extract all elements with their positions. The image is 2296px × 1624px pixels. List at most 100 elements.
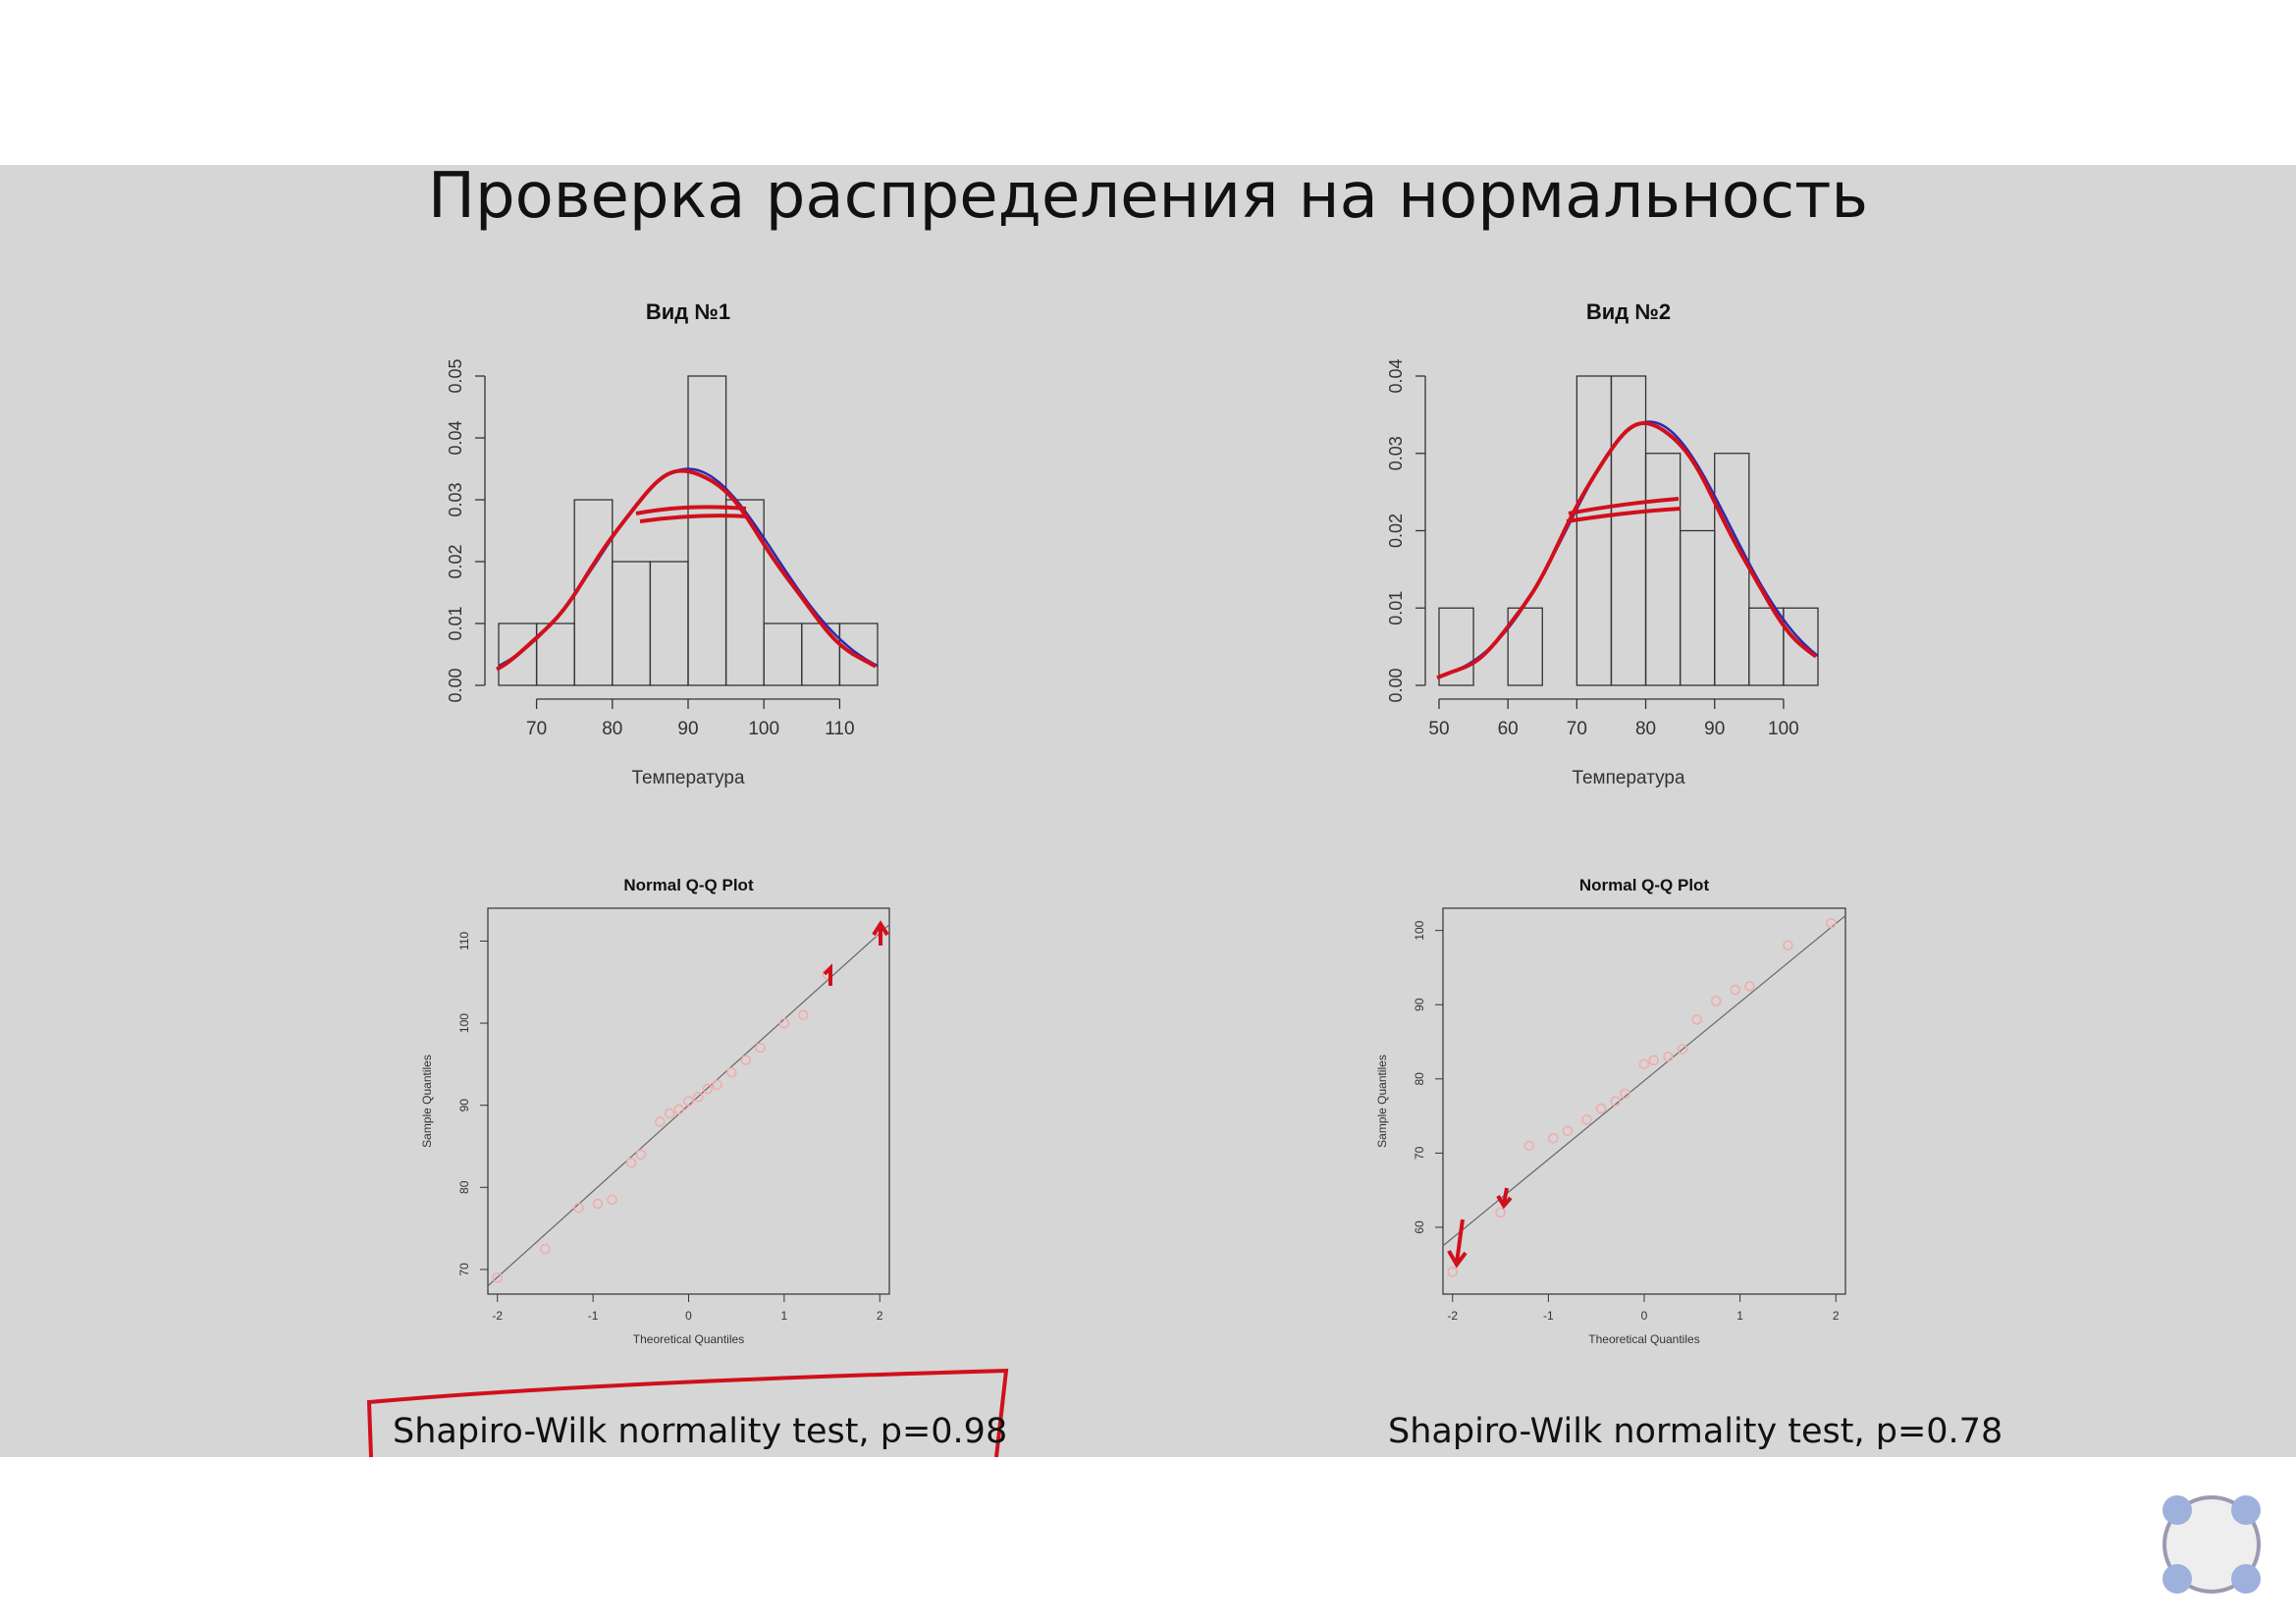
x-tick-label: 2: [877, 1309, 883, 1323]
x-tick-label: 90: [677, 719, 698, 739]
histogram-bar: [1714, 453, 1750, 686]
qq-point: [740, 1055, 752, 1065]
y-tick-label: 0.03: [446, 482, 465, 516]
x-tick-label: 50: [1428, 719, 1449, 739]
annotation-arrow-up-1: [872, 920, 889, 946]
x-tick-label: 100: [748, 719, 779, 739]
qq-point: [635, 1149, 647, 1161]
histogram-bar: [687, 375, 727, 686]
x-tick-label: 80: [602, 719, 622, 739]
y-tick-label: 0.02: [1386, 514, 1406, 548]
histogram-bar: [724, 499, 765, 686]
x-axis-label: Theoretical Quantiles: [1588, 1332, 1699, 1346]
y-tick-label: 60: [1413, 1220, 1426, 1234]
plot-frame: [1442, 907, 1846, 1295]
qq-reference-line: [1442, 915, 1846, 1247]
plot-frame: [487, 907, 890, 1295]
annotation-arrow-down-1: [1447, 1218, 1468, 1269]
qq-point: [1620, 1088, 1630, 1100]
y-tick-label: 0.02: [446, 544, 465, 578]
annotation-underline-1a: [635, 505, 747, 515]
x-tick-label: 1: [781, 1309, 788, 1323]
qq-point: [1710, 996, 1722, 1006]
x-tick-label: 110: [825, 719, 854, 739]
histogram-chart-1: Вид №1 70 80 90 100 110 Температура 0.00 0.01 0.0…: [446, 299, 879, 788]
histogram-bar: [1679, 529, 1716, 686]
x-tick-label: -1: [1543, 1309, 1554, 1323]
qq-point: [673, 1104, 685, 1115]
chart-title: Normal Q-Q Plot: [623, 876, 754, 894]
y-axis-label: Sample Quantiles: [1375, 1055, 1389, 1148]
qq-plot-chart-2: Normal Q-Q Plot -2 -1 0 1 2 Theoretical Quanti…: [1375, 876, 1846, 1346]
qq-point: [607, 1194, 617, 1206]
x-tick-label: -2: [1447, 1309, 1458, 1323]
qq-point: [1648, 1055, 1660, 1066]
x-tick-label: 0: [685, 1309, 692, 1323]
chart-title: Вид №1: [646, 299, 730, 324]
qq-point: [778, 1017, 790, 1029]
qq-point: [726, 1066, 737, 1078]
qq-point: [1447, 1267, 1459, 1277]
qq-point: [1595, 1103, 1607, 1114]
y-tick-label: 0.01: [446, 606, 465, 640]
qq-point: [1826, 917, 1837, 929]
histogram-bar: [763, 623, 803, 686]
x-tick-label: 0: [1641, 1309, 1648, 1323]
density-curve-blue: [1438, 420, 1819, 678]
y-tick-label: 80: [1413, 1072, 1426, 1086]
y-tick-label: 0.03: [1386, 436, 1406, 470]
y-tick-label: 0.04: [446, 420, 465, 455]
x-tick-label: 70: [526, 719, 547, 739]
qq-point: [1495, 1207, 1506, 1218]
qq-point: [1783, 940, 1793, 951]
x-tick-label: -2: [492, 1309, 503, 1323]
density-curve-red: [496, 468, 877, 672]
qq-point: [1730, 984, 1740, 996]
annotation-arrow-down-2: [1496, 1187, 1513, 1210]
qq-point: [1663, 1051, 1674, 1062]
annotation-underline-1b: [639, 514, 749, 523]
y-tick-label: 0.01: [1386, 591, 1406, 625]
x-axis-label: Температура: [631, 768, 745, 788]
histogram-bar: [1783, 607, 1819, 686]
x-tick-label: 100: [1768, 719, 1799, 739]
qq-point: [492, 1272, 503, 1283]
chart-title: Normal Q-Q Plot: [1579, 876, 1710, 894]
qq-point: [1523, 1140, 1535, 1152]
x-tick-label: 60: [1498, 719, 1519, 739]
x-tick-label: -1: [588, 1309, 599, 1323]
qq-point: [1744, 981, 1755, 992]
slide-title: Проверка распределения на нормальность: [427, 160, 1869, 233]
x-tick-label: 80: [1635, 719, 1656, 739]
x-tick-label: 90: [1704, 719, 1725, 739]
qq-point: [540, 1243, 551, 1255]
qq-point: [573, 1202, 584, 1214]
y-tick-label: 70: [1413, 1146, 1426, 1160]
chart-title: Вид №2: [1586, 299, 1671, 324]
qq-point: [755, 1042, 766, 1054]
qq-point: [683, 1096, 694, 1107]
qq-point: [592, 1198, 604, 1210]
histogram-bar: [649, 561, 689, 686]
y-tick-label: 0.04: [1386, 358, 1406, 393]
qq-point: [702, 1083, 714, 1095]
qq-point: [655, 1116, 666, 1127]
qq-point: [1548, 1133, 1559, 1144]
histogram-bar: [612, 561, 652, 686]
hand-annotations: [366, 497, 1682, 1457]
annotation-underline-2b: [1566, 507, 1682, 523]
qq-point: [1691, 1014, 1702, 1025]
y-tick-label: 0.00: [446, 668, 465, 702]
qq-point: [692, 1092, 704, 1103]
y-tick-label: 90: [457, 1099, 471, 1112]
x-axis-label: Theoretical Quantiles: [633, 1332, 744, 1346]
four-dots-menu-icon[interactable]: [2158, 1490, 2266, 1598]
qq-point: [1677, 1044, 1688, 1055]
qq-point: [625, 1157, 637, 1168]
qq-point: [1581, 1114, 1592, 1125]
qq-point: [798, 1009, 809, 1020]
x-tick-label: 2: [1833, 1309, 1840, 1323]
shapiro-test-left: Shapiro-Wilk normality test, p=0.98: [393, 1412, 1008, 1451]
x-tick-label: 1: [1736, 1309, 1743, 1323]
